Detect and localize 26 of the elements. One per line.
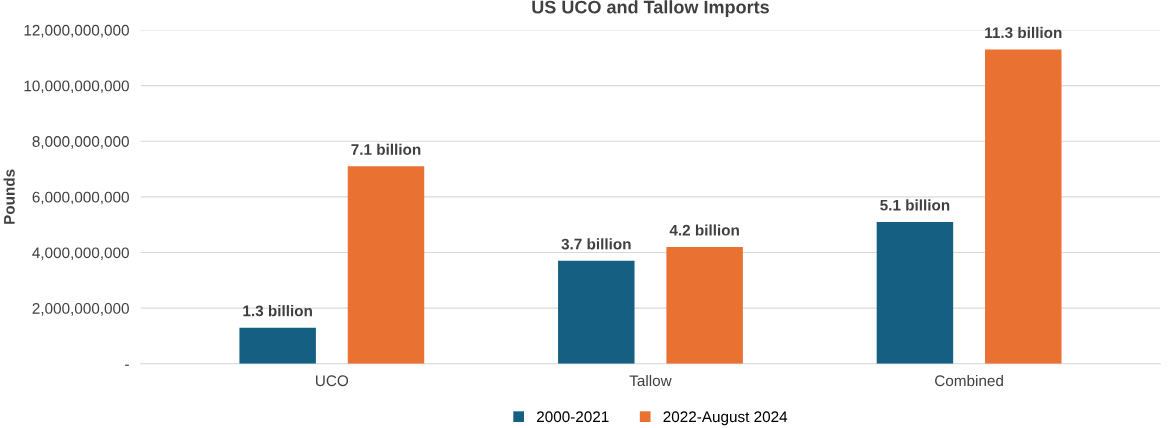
y-axis-title: Pounds — [3, 169, 15, 224]
data-label: 7.1 billion — [351, 143, 421, 155]
bar — [558, 260, 635, 364]
data-label: 11.3 billion — [985, 26, 1062, 39]
x-tick-label: UCO — [316, 375, 349, 387]
data-label: 5.1 billion — [880, 199, 950, 211]
bar — [985, 49, 1062, 364]
legend-label: 2000-2021 — [536, 411, 609, 423]
data-label: 4.2 billion — [669, 224, 739, 236]
legend-label: 2022-August 2024 — [663, 411, 788, 426]
y-tick-label: 2,000,000,000 — [32, 303, 129, 316]
bar — [666, 246, 743, 364]
bar — [239, 327, 316, 364]
x-tick-label: Combined — [935, 374, 1003, 387]
bar — [876, 221, 954, 364]
y-tick-label: 10,000,000,000 — [24, 80, 129, 94]
y-tick-label: 6,000,000,000 — [32, 191, 129, 205]
data-label: 1.3 billion — [243, 305, 312, 317]
data-label: 3.7 billion — [561, 238, 631, 250]
y-tick-label: 12,000,000,000 — [24, 24, 129, 38]
x-tick-label: Tallow — [629, 374, 672, 387]
y-tick-label: - — [125, 364, 129, 366]
y-tick-label: 4,000,000,000 — [32, 247, 129, 261]
y-tick-label: 8,000,000,000 — [32, 136, 129, 149]
chart-title: US UCO and Tallow Imports — [532, 0, 769, 18]
bar — [347, 166, 425, 364]
